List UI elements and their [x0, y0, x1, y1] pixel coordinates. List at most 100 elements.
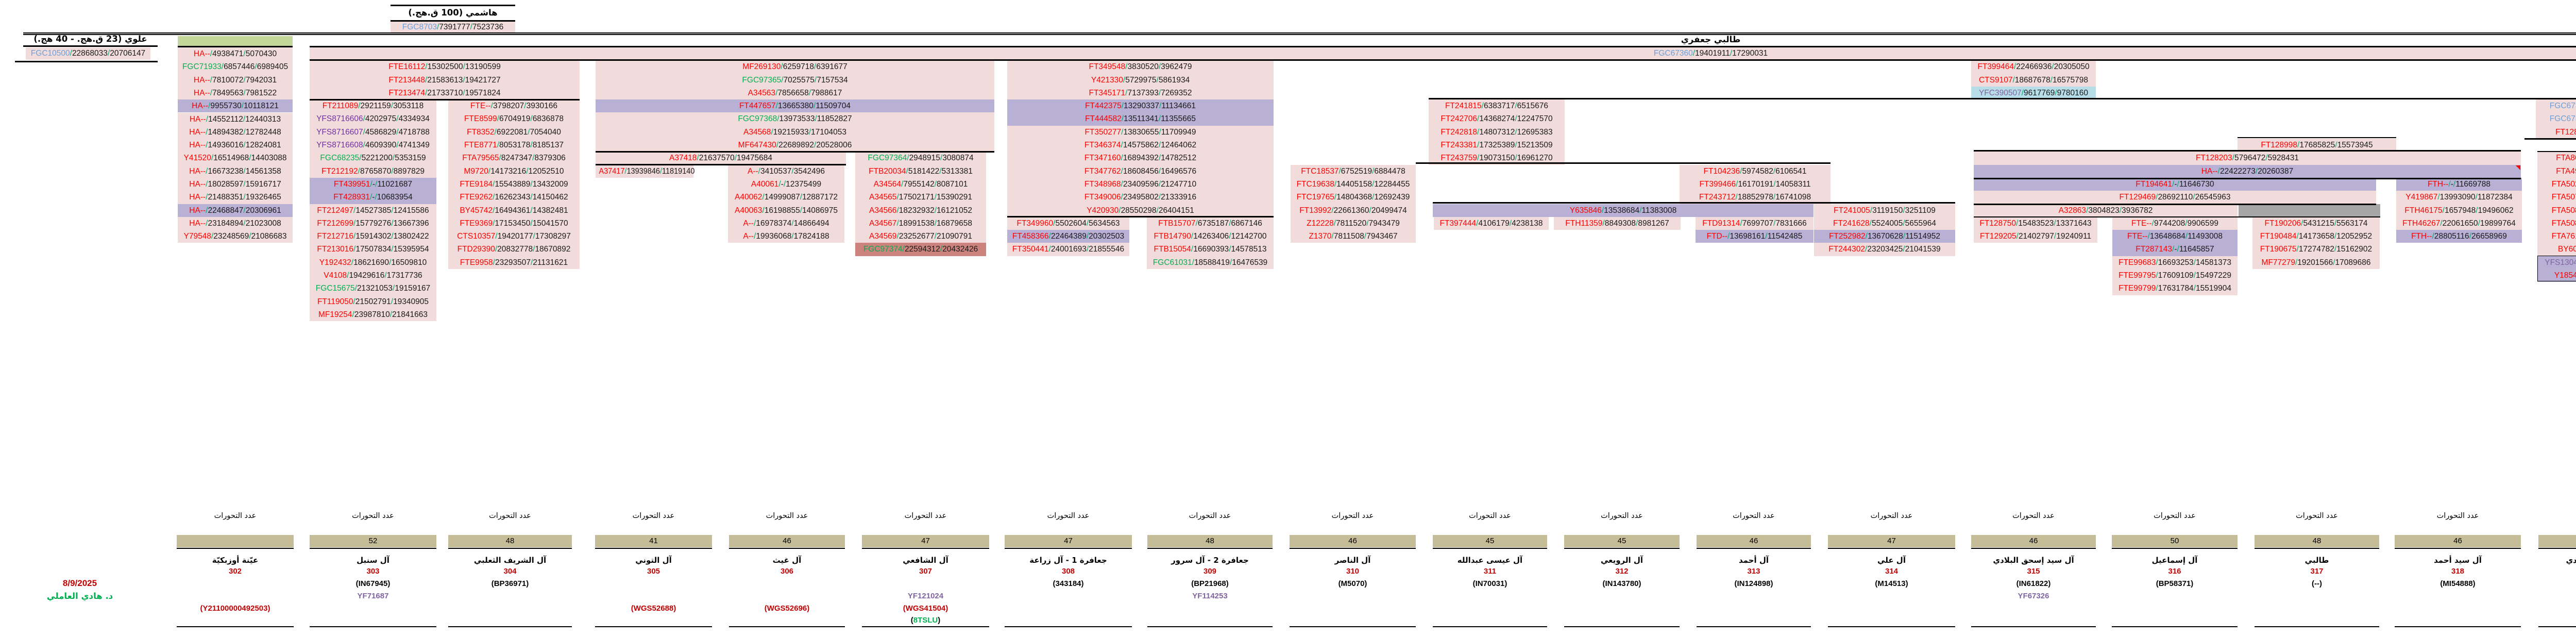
separator: /	[384, 271, 387, 280]
snp-text: FT242818/14807312/12695383	[1440, 126, 1552, 139]
snp-position: 16673238	[208, 166, 244, 176]
snp-text: FTE99683/16693253/14581373	[2119, 256, 2231, 269]
snp-position: 17089686	[2335, 258, 2371, 267]
snp-cell: FT244302/23203425/21041539	[1814, 243, 1955, 256]
snp-cell: FTH46175/1657948/19496062	[2396, 204, 2522, 217]
separator: /	[800, 193, 803, 202]
footer-underline	[862, 626, 989, 627]
snp-text: FTB15054/16690393/14578513	[1154, 243, 1267, 256]
separator: /	[1735, 193, 1738, 202]
snp-cell: FT212497/14527385/12415586	[310, 204, 436, 217]
separator: /	[1639, 206, 1642, 215]
snp-position: 16894392	[1123, 154, 1159, 163]
separator: /	[2295, 258, 2298, 267]
clan-column: عدد التحورات 48 طالبي 317 (--)	[2255, 510, 2379, 629]
sample-id: (M5070)	[1290, 578, 1416, 590]
snp-position: 5313381	[941, 166, 973, 176]
separator: /	[1765, 232, 1768, 241]
snp-position: 17502171	[899, 193, 935, 202]
separator: /	[463, 88, 465, 97]
separator: /	[532, 154, 535, 163]
snp-position: 9744208	[2154, 219, 2185, 228]
fit-text: YF67326	[2018, 592, 2049, 600]
snp-position: 12824081	[245, 141, 281, 150]
snp-cell: FT242818/14807312/12695383	[1429, 125, 1565, 139]
snp-name: A--	[748, 166, 758, 176]
separator: /	[1602, 219, 1605, 228]
fit-text: آل الشريف الثعلبي	[473, 556, 547, 565]
snp-position: 20302503	[1089, 232, 1125, 241]
sample-id: (BP36971)	[448, 578, 572, 590]
snp-text: Y41520/16514968/14403088	[183, 152, 286, 164]
snp-text: HA--/9955730/10118121	[192, 99, 279, 112]
separator: /	[352, 310, 354, 319]
separator: /	[396, 114, 399, 124]
snp-position: 8087101	[937, 179, 968, 189]
separator: /	[1477, 114, 1480, 124]
snp-cell: FT348968/23409596/21247710	[1007, 177, 1274, 191]
fit-text: آل سنبل	[357, 556, 389, 565]
mutation-count-bar: 49	[2538, 535, 2576, 547]
snp-position: 5928431	[2267, 154, 2299, 163]
snp-name: MF269130	[742, 62, 781, 72]
snp-cell: FTE9262/16262343/14150462	[448, 191, 580, 204]
snp-name: FGC8703	[402, 23, 437, 31]
snp-position: -	[781, 179, 784, 189]
snp-text: FT190206/5431215/5563174	[2265, 217, 2368, 230]
snp-position: 12440313	[245, 114, 281, 124]
separator: /	[791, 232, 794, 241]
clan-column: عدد التحورات 47 آل علي 314 (M14513)	[1828, 510, 1955, 629]
snp-name: FTA50734	[2551, 193, 2576, 202]
separator: /	[2469, 232, 2471, 241]
alawi-title-rule	[23, 45, 158, 47]
separator: /	[530, 219, 533, 228]
snp-position: 15162902	[2336, 245, 2372, 254]
snp-text: A34567/18991538/16879658	[869, 217, 972, 230]
snp-cell: FT194641/-/11646730	[1974, 178, 2376, 191]
snp-text: YFS8716606/4202975/4334934	[316, 112, 430, 125]
mutation-count-bar: 46	[729, 535, 845, 547]
snp-text: FTD--/13698161/11542485	[1707, 230, 1803, 243]
separator: /	[1156, 206, 1159, 215]
snp-position: 17153450	[495, 219, 531, 228]
snp-name: FT128203	[2196, 154, 2232, 163]
snp-position: 17274782	[2298, 245, 2334, 254]
snp-position: 23252677	[899, 232, 935, 241]
snp-text: FT129469/28692110/26545963	[2119, 191, 2230, 204]
separator: /	[210, 88, 213, 97]
snp-position: 2921159	[360, 102, 391, 111]
separator: /	[777, 114, 779, 124]
snp-position: 6752519	[1341, 166, 1372, 176]
snp-position: -	[2450, 180, 2453, 189]
snp-name: A34564	[873, 179, 902, 189]
snp-cell: FTD29390/20832778/18670892	[448, 243, 580, 256]
snp-position: 9906599	[2187, 219, 2218, 228]
snp-cell: FT458366/22464389/20302503	[1007, 230, 1129, 243]
snp-position: 3930166	[526, 102, 557, 111]
snp-name: FTA49378	[2556, 166, 2576, 176]
separator: /	[2147, 232, 2150, 241]
snp-text: FT439951/-/11021687	[334, 178, 412, 191]
separator: /	[2335, 141, 2337, 150]
snp-position: 7157534	[817, 75, 848, 85]
mutation-count-bar: 47	[1005, 535, 1132, 547]
fit-text: (343184)	[1053, 579, 1084, 588]
snp-text: MF269130/6259718/6391677	[742, 60, 847, 73]
separator: /	[1121, 179, 1123, 189]
separator: /	[2119, 206, 2122, 215]
snp-position: 21023008	[245, 219, 281, 228]
snp-position: 21502791	[355, 297, 391, 306]
snp-position: 8379306	[534, 154, 566, 163]
snp-name: FGC97364	[868, 154, 907, 163]
separator: /	[243, 127, 246, 137]
clan-column: عدد التحورات 46 آل غيث 306 (WGS52696)	[729, 510, 845, 629]
snp-name: MF19254	[318, 310, 352, 319]
snp-text: FGC97364/2948915/3080874	[868, 152, 973, 164]
footer-underline	[310, 626, 436, 627]
snp-position: 13371643	[2056, 219, 2092, 228]
mf269130-bottom-rule	[596, 151, 994, 153]
snp-position: 17317736	[386, 271, 422, 280]
separator: /	[206, 219, 208, 228]
snp-text: FGC8703/7391777/7523736	[402, 21, 504, 33]
snp-position: 15497229	[2196, 271, 2231, 280]
